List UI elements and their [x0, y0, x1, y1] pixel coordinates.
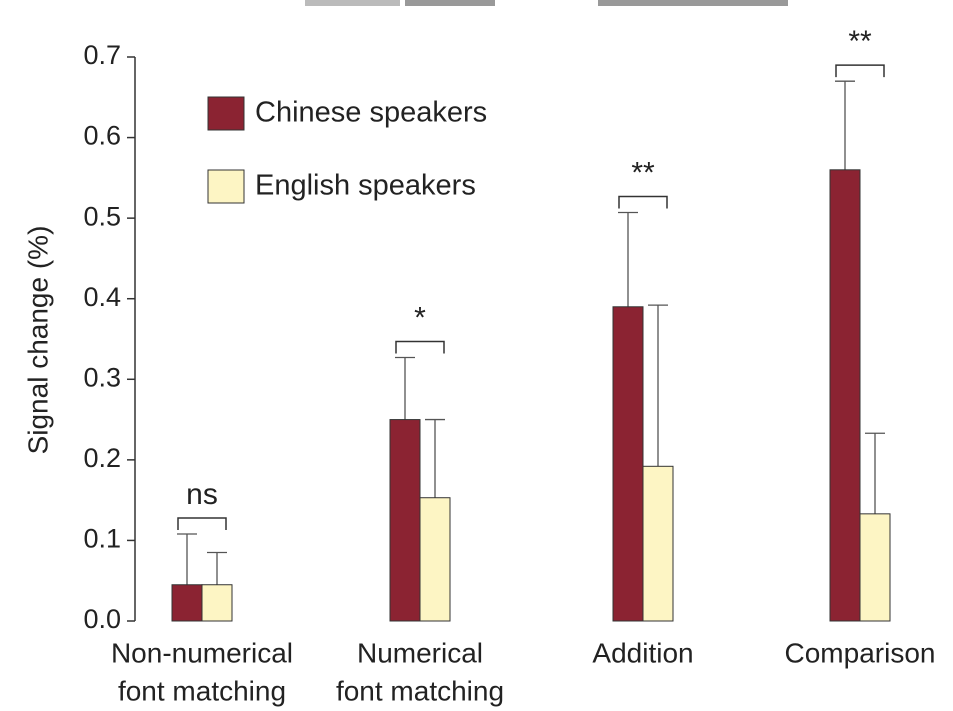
significance-bracket — [177, 517, 227, 530]
bar — [171, 584, 203, 622]
significance-label: ns — [186, 478, 218, 511]
y-tick-label: 0.6 — [83, 121, 121, 151]
bar — [829, 169, 861, 622]
significance-bracket — [618, 195, 668, 209]
bar — [642, 465, 674, 622]
x-tick-label: Addition — [592, 637, 693, 668]
significance-label: ** — [631, 156, 655, 189]
cropped-image-strip — [305, 0, 400, 6]
significance-label: ** — [848, 25, 872, 58]
legend-label: Chinese speakers — [255, 97, 487, 129]
y-tick-label: 0.4 — [83, 282, 121, 312]
legend-swatch — [207, 96, 245, 131]
x-tick-label: Numerical — [357, 637, 483, 668]
significance-bracket — [395, 340, 445, 354]
x-tick-label: font matching — [118, 675, 286, 706]
y-tick-label: 0.3 — [83, 362, 121, 392]
cropped-image-strip — [405, 0, 495, 6]
bar — [201, 584, 233, 622]
y-tick-label: 0.2 — [83, 443, 121, 473]
bar — [859, 513, 891, 622]
significance-bracket — [835, 64, 885, 78]
legend-swatch — [207, 169, 245, 204]
y-axis-label: Signal change (%) — [22, 226, 53, 455]
y-tick-label: 0.1 — [83, 524, 121, 554]
bar — [419, 497, 451, 622]
x-tick-label: Non-numerical — [111, 637, 293, 668]
x-tick-label: Comparison — [785, 637, 936, 668]
cropped-image-strip — [598, 0, 788, 6]
y-tick-label: 0.7 — [83, 40, 121, 70]
y-tick-label: 0.0 — [83, 604, 121, 634]
x-tick-label: font matching — [336, 675, 504, 706]
significance-label: * — [414, 301, 426, 334]
bar — [612, 306, 644, 622]
legend-label: English speakers — [255, 170, 476, 202]
y-tick-label: 0.5 — [83, 201, 121, 231]
bar — [389, 419, 421, 622]
